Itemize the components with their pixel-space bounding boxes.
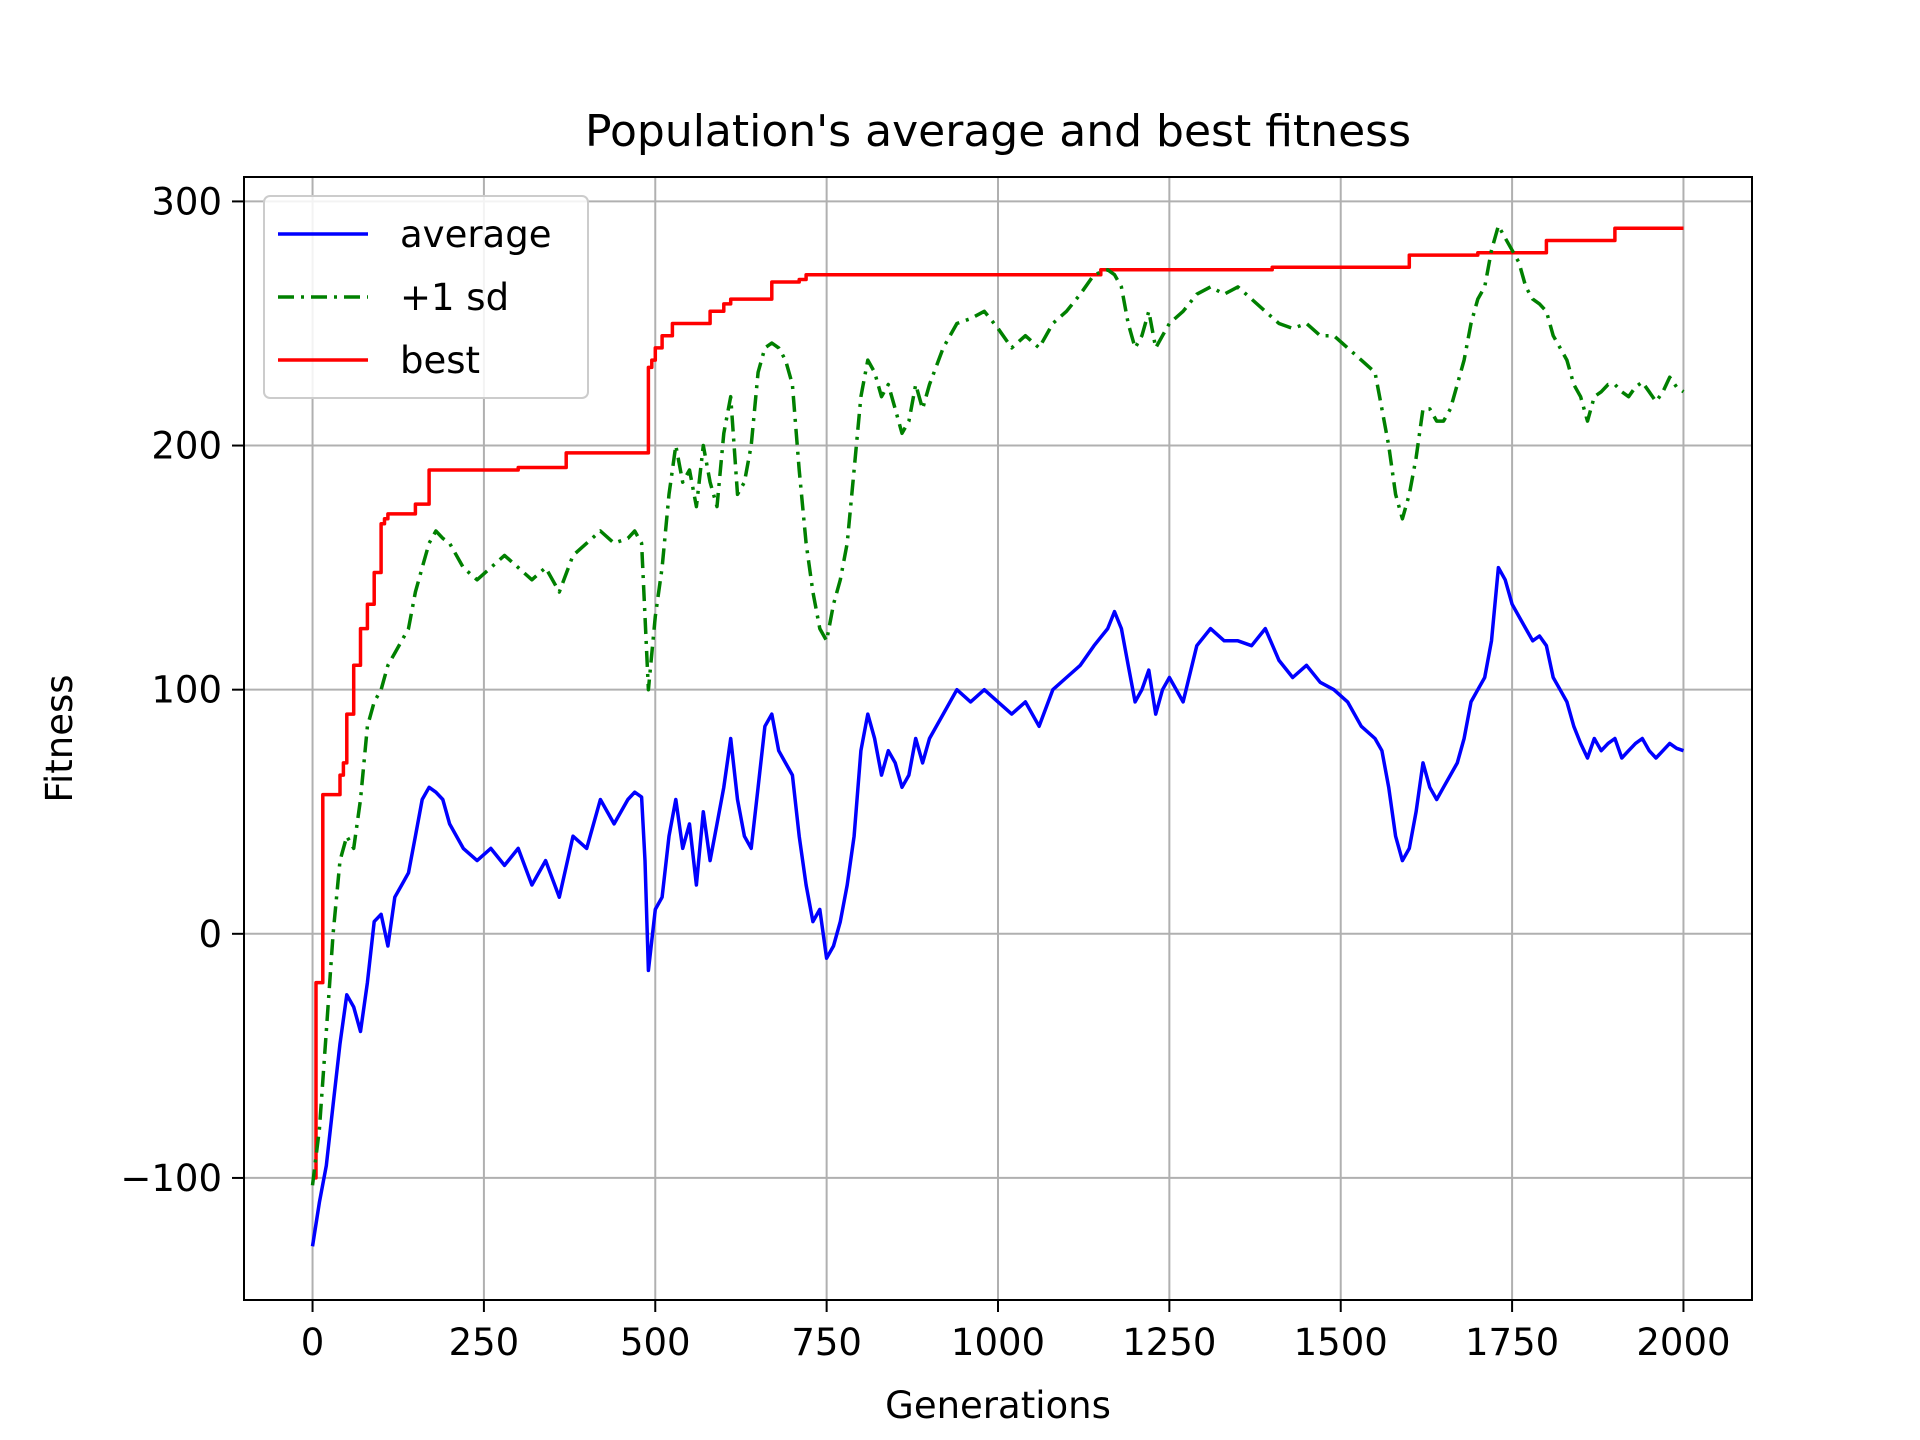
x-tick-label: 1000 (951, 1321, 1045, 1364)
grid (244, 177, 1752, 1300)
legend-label: +1 sd (400, 276, 509, 319)
y-tick-label: 200 (151, 425, 222, 468)
legend-label: average (400, 213, 551, 256)
series-line-best (312, 226, 1684, 1180)
series-layer (310, 224, 1685, 1247)
y-tick-label: 100 (151, 669, 222, 712)
x-tick-label: 0 (301, 1321, 325, 1364)
x-tick-label: 500 (620, 1321, 691, 1364)
y-tick-label: −100 (120, 1157, 222, 1200)
legend-label: best (400, 339, 480, 382)
y-tick-label: 0 (198, 913, 222, 956)
legend-box (263, 195, 589, 399)
legend: average +1 sd best (263, 195, 589, 399)
ticks: 0 250 500 750 1000 1250 1500 1750 2000 −100 0 100 20… (120, 180, 1730, 1364)
chart-title: Population's average and best fitness (585, 106, 1411, 157)
series-line-average (310, 565, 1685, 1247)
x-tick-label: 250 (449, 1321, 520, 1364)
y-tick-label: 300 (151, 180, 222, 223)
x-tick-label: 1250 (1122, 1321, 1216, 1364)
y-axis-label: Fitness (38, 674, 81, 802)
x-tick-label: 750 (791, 1321, 862, 1364)
x-tick-label: 2000 (1636, 1321, 1730, 1364)
series-line-1-sd (310, 224, 1685, 1186)
x-tick-label: 1500 (1294, 1321, 1388, 1364)
x-axis-label: Generations (885, 1384, 1111, 1427)
x-tick-label: 1750 (1465, 1321, 1559, 1364)
